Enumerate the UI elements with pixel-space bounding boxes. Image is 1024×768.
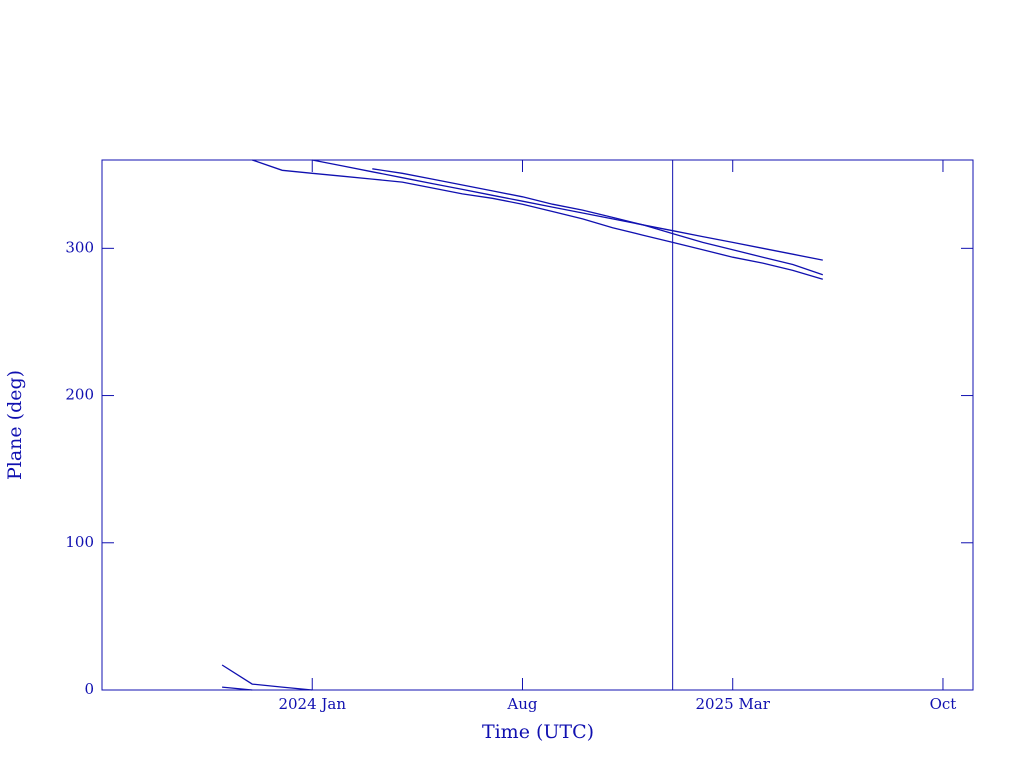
series-line (222, 159, 823, 691)
series-line (221, 159, 823, 691)
x-tick-label: 2024 Jan (278, 695, 346, 713)
y-tick-label: 0 (84, 680, 94, 698)
x-tick-label: 2025 Mar (696, 695, 771, 713)
y-tick-label: 200 (65, 386, 94, 404)
y-tick-label: 300 (65, 238, 94, 256)
x-tick-label: Oct (930, 695, 957, 713)
x-axis-label: Time (UTC) (482, 721, 594, 743)
x-tick-label: Aug (506, 695, 537, 713)
series-line (372, 168, 824, 276)
y-tick-label: 100 (65, 533, 94, 551)
y-axis-label: Plane (deg) (4, 370, 26, 480)
plot-frame (101, 159, 974, 691)
